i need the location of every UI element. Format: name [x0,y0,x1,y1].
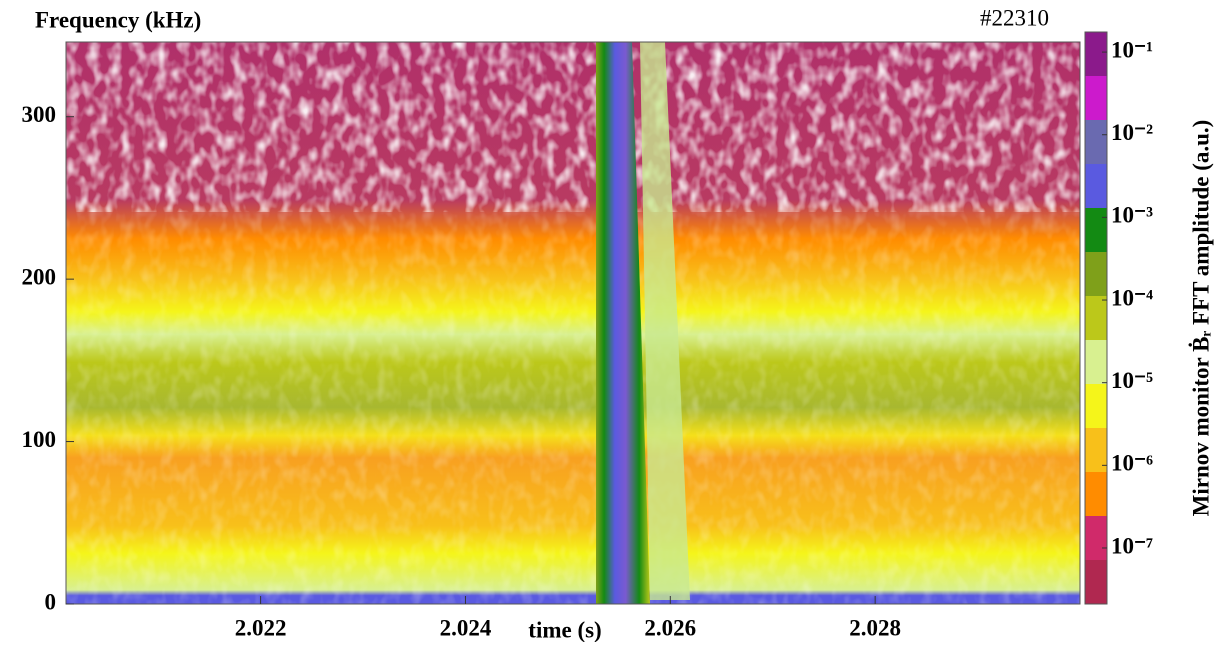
colorbar-segment [1085,472,1107,517]
colorbar-segment [1085,252,1107,297]
colorbar-segment [1085,120,1107,165]
colorbar-tick-label: 10⁻¹ [1111,37,1153,62]
y-tick-label: 300 [22,102,57,127]
y-axis-label: Frequency (kHz) [35,7,201,32]
x-tick-label: 2.024 [440,615,492,640]
colorbar-segment [1085,164,1107,209]
x-tick-label: 2.022 [235,615,287,640]
x-tick-label: 2.026 [644,615,696,640]
colorbar-segment [1085,428,1107,473]
x-axis-label: time (s) [528,617,601,642]
plot-frame [65,41,1081,605]
colorbar-tick-label: 10⁻⁴ [1111,285,1153,310]
y-tick-label: 100 [22,427,57,452]
colorbar-label: Mirnov monitor Ḃᵣ FFT amplitude (a.u.) [1188,120,1213,517]
colorbar-segment [1085,384,1107,429]
colorbar-segment [1085,208,1107,253]
colorbar-segment [1085,76,1107,121]
spectrogram-image [66,42,1080,604]
colorbar-segment [1085,32,1107,77]
colorbar-tick-label: 10⁻⁷ [1111,533,1153,558]
x-tick-label: 2.028 [849,615,901,640]
colorbar-frame [1084,31,1108,605]
colorbar-segment [1085,560,1107,605]
y-tick-label: 0 [45,589,57,614]
shot-number: #22310 [980,5,1049,30]
colorbar-tick-label: 10⁻² [1111,120,1153,145]
colorbar-tick-label: 10⁻⁵ [1111,368,1153,393]
colorbar-segment [1085,516,1107,561]
y-tick-label: 200 [22,264,57,289]
colorbar-segment [1085,340,1107,385]
colorbar-tick-label: 10⁻⁶ [1111,451,1153,476]
colorbar-segment [1085,296,1107,341]
colorbar-tick-label: 10⁻³ [1111,203,1153,228]
